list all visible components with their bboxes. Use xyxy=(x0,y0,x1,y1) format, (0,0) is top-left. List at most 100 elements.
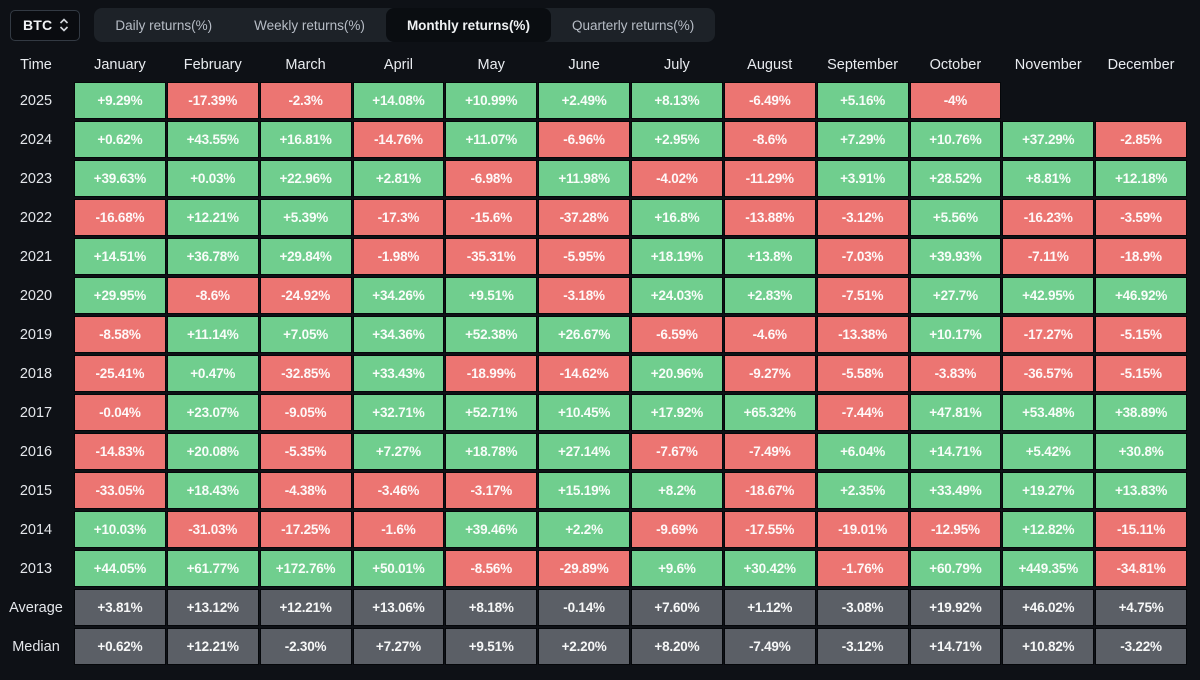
return-cell: +36.78% xyxy=(166,238,259,275)
return-cell: -1.98% xyxy=(352,238,445,275)
return-cell: +20.96% xyxy=(631,355,723,392)
return-cell: +2.2% xyxy=(538,511,630,548)
return-cell: +38.89% xyxy=(1095,394,1187,431)
return-cell: -2.3% xyxy=(259,82,352,119)
table-row-2024: 2024 +0.62% +43.55% +16.81% -14.76% +11.07% -6… xyxy=(0,121,1187,158)
return-cell: +44.05% xyxy=(74,550,166,587)
return-cell: +18.43% xyxy=(166,472,259,509)
return-cell xyxy=(1096,83,1186,118)
return-cell: -19.01% xyxy=(816,511,909,548)
return-cell: +12.82% xyxy=(1002,511,1095,548)
return-cell: +8.81% xyxy=(1002,160,1095,197)
return-cell: -17.39% xyxy=(166,82,259,119)
table-row-2020: 2020 +29.95% -8.6% -24.92% +34.26% +9.51% -3.1… xyxy=(0,277,1187,314)
return-cell: +1.12% xyxy=(723,589,816,626)
return-cell: +8.13% xyxy=(631,82,723,119)
return-cell: -3.08% xyxy=(816,589,909,626)
return-cell: +11.14% xyxy=(166,316,259,353)
return-cell: +18.78% xyxy=(445,433,538,470)
return-cell: -14.83% xyxy=(74,433,166,470)
return-cell: +3.91% xyxy=(816,160,909,197)
return-cell: -13.38% xyxy=(816,316,909,353)
return-cell: -35.31% xyxy=(445,238,538,275)
returns-period-tabbar: Daily returns(%) Weekly returns(%) Monthly… xyxy=(94,8,716,42)
table-row-median: Median +0.62% +12.21% -2.30% +7.27% +9.51% +2.… xyxy=(0,628,1187,665)
return-cell: +0.47% xyxy=(166,355,259,392)
return-cell: +449.35% xyxy=(1002,550,1095,587)
return-cell: -15.6% xyxy=(445,199,538,236)
return-cell: +5.39% xyxy=(259,199,352,236)
return-cell: +9.51% xyxy=(445,277,538,314)
row-label-2024: 2024 xyxy=(19,131,53,148)
table-row-2017: 2017 -0.04% +23.07% -9.05% +32.71% +52.71% +10… xyxy=(0,394,1187,431)
up-down-chevron-icon xyxy=(59,18,69,32)
symbol-selector[interactable]: BTC xyxy=(10,9,81,41)
return-cell: +16.81% xyxy=(259,121,352,158)
return-cell: -15.11% xyxy=(1095,511,1187,548)
return-cell: -3.18% xyxy=(538,277,630,314)
return-cell: +33.49% xyxy=(909,472,1002,509)
return-cell: +39.93% xyxy=(909,238,1002,275)
tab-daily-returns[interactable]: Daily returns(%) xyxy=(115,17,213,33)
table-row-2016: 2016 -14.83% +20.08% -5.35% +7.27% +18.78% +27… xyxy=(0,433,1187,470)
return-cell: +30.42% xyxy=(723,550,816,587)
return-cell: -2.85% xyxy=(1095,121,1187,158)
row-label-2016: 2016 xyxy=(19,443,53,460)
return-cell: +50.01% xyxy=(352,550,445,587)
row-label-2025: 2025 xyxy=(19,92,53,109)
return-cell: -3.46% xyxy=(352,472,445,509)
return-cell: +172.76% xyxy=(259,550,352,587)
return-cell: -1.6% xyxy=(352,511,445,548)
return-cell: -5.35% xyxy=(259,433,352,470)
row-label-2022: 2022 xyxy=(19,209,53,226)
return-cell: +2.35% xyxy=(816,472,909,509)
return-cell: -16.23% xyxy=(1002,199,1095,236)
return-cell: +9.29% xyxy=(74,82,166,119)
return-cell: -9.69% xyxy=(631,511,723,548)
return-cell: +14.51% xyxy=(74,238,166,275)
table-row-2015: 2015 -33.05% +18.43% -4.38% -3.46% -3.17% +15.… xyxy=(0,472,1187,509)
return-cell: +7.60% xyxy=(631,589,723,626)
return-cell: +7.05% xyxy=(259,316,352,353)
return-cell: -17.25% xyxy=(259,511,352,548)
return-cell: +14.08% xyxy=(352,82,445,119)
return-cell: -7.67% xyxy=(631,433,723,470)
return-cell: +2.95% xyxy=(631,121,723,158)
return-cell: +30.8% xyxy=(1095,433,1187,470)
return-cell: +15.19% xyxy=(538,472,630,509)
return-cell: -4.6% xyxy=(723,316,816,353)
return-cell: +29.84% xyxy=(259,238,352,275)
return-cell: +5.56% xyxy=(909,199,1002,236)
monthly-returns-table: Time January February March April May June Jul… xyxy=(0,48,1187,665)
row-label-average: Average xyxy=(9,599,63,616)
column-header-october: October xyxy=(929,56,982,73)
return-cell: -7.51% xyxy=(816,277,909,314)
row-label-2018: 2018 xyxy=(19,365,53,382)
return-cell: +46.92% xyxy=(1095,277,1187,314)
return-cell: -6.49% xyxy=(723,82,816,119)
tab-monthly-returns[interactable]: Monthly returns(%) xyxy=(385,8,551,42)
row-label-median: Median xyxy=(12,638,60,655)
row-label-2013: 2013 xyxy=(19,560,53,577)
return-cell: -7.03% xyxy=(816,238,909,275)
return-cell: +37.29% xyxy=(1002,121,1095,158)
return-cell: -0.14% xyxy=(538,589,630,626)
return-cell: +28.52% xyxy=(909,160,1002,197)
return-cell: +14.71% xyxy=(909,628,1002,665)
row-label-2015: 2015 xyxy=(19,482,53,499)
return-cell: +0.03% xyxy=(166,160,259,197)
return-cell: -3.12% xyxy=(816,628,909,665)
tab-weekly-returns[interactable]: Weekly returns(%) xyxy=(254,17,365,33)
return-cell: +10.99% xyxy=(445,82,538,119)
return-cell: -6.98% xyxy=(445,160,538,197)
return-cell: +7.27% xyxy=(352,433,445,470)
return-cell: +2.83% xyxy=(723,277,816,314)
return-cell: -8.6% xyxy=(166,277,259,314)
return-cell: +43.55% xyxy=(166,121,259,158)
return-cell: +13.83% xyxy=(1095,472,1187,509)
column-header-december: December xyxy=(1107,56,1175,73)
return-cell: -7.49% xyxy=(723,433,816,470)
tab-quarterly-returns[interactable]: Quarterly returns(%) xyxy=(571,17,695,33)
return-cell: +7.27% xyxy=(352,628,445,665)
